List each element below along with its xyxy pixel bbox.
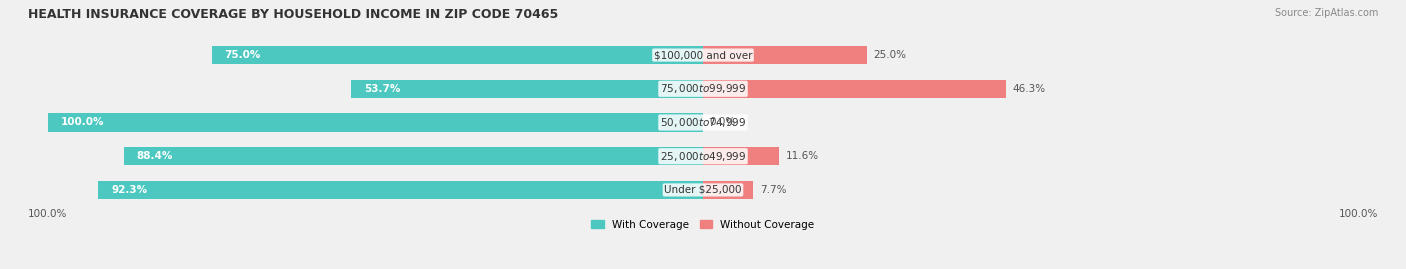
Text: $100,000 and over: $100,000 and over (654, 50, 752, 60)
Text: 100.0%: 100.0% (1339, 210, 1378, 220)
Text: 88.4%: 88.4% (136, 151, 173, 161)
Bar (703, 181, 754, 199)
Bar (703, 80, 1007, 98)
Bar (124, 147, 703, 165)
Bar (352, 80, 703, 98)
Text: 0.0%: 0.0% (710, 118, 735, 128)
Text: 100.0%: 100.0% (28, 210, 67, 220)
Legend: With Coverage, Without Coverage: With Coverage, Without Coverage (588, 216, 818, 234)
Bar (703, 46, 868, 64)
Bar (48, 113, 703, 132)
Text: 75.0%: 75.0% (225, 50, 262, 60)
Text: 92.3%: 92.3% (111, 185, 148, 195)
Text: HEALTH INSURANCE COVERAGE BY HOUSEHOLD INCOME IN ZIP CODE 70465: HEALTH INSURANCE COVERAGE BY HOUSEHOLD I… (28, 8, 558, 21)
Text: 53.7%: 53.7% (364, 84, 401, 94)
Text: $50,000 to $74,999: $50,000 to $74,999 (659, 116, 747, 129)
Text: $25,000 to $49,999: $25,000 to $49,999 (659, 150, 747, 163)
Text: Source: ZipAtlas.com: Source: ZipAtlas.com (1274, 8, 1378, 18)
Text: 11.6%: 11.6% (786, 151, 818, 161)
Bar (211, 46, 703, 64)
Text: 25.0%: 25.0% (873, 50, 907, 60)
Text: 46.3%: 46.3% (1012, 84, 1046, 94)
Text: Under $25,000: Under $25,000 (664, 185, 742, 195)
Bar (703, 147, 779, 165)
Text: 100.0%: 100.0% (60, 118, 104, 128)
Text: 7.7%: 7.7% (761, 185, 786, 195)
Text: $75,000 to $99,999: $75,000 to $99,999 (659, 82, 747, 95)
Bar (98, 181, 703, 199)
